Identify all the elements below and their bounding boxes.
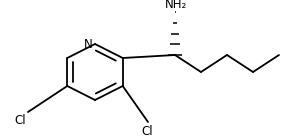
Text: N: N <box>84 39 93 51</box>
Text: Cl: Cl <box>15 114 26 127</box>
Text: Cl: Cl <box>141 125 153 138</box>
Text: NH₂: NH₂ <box>165 0 187 11</box>
